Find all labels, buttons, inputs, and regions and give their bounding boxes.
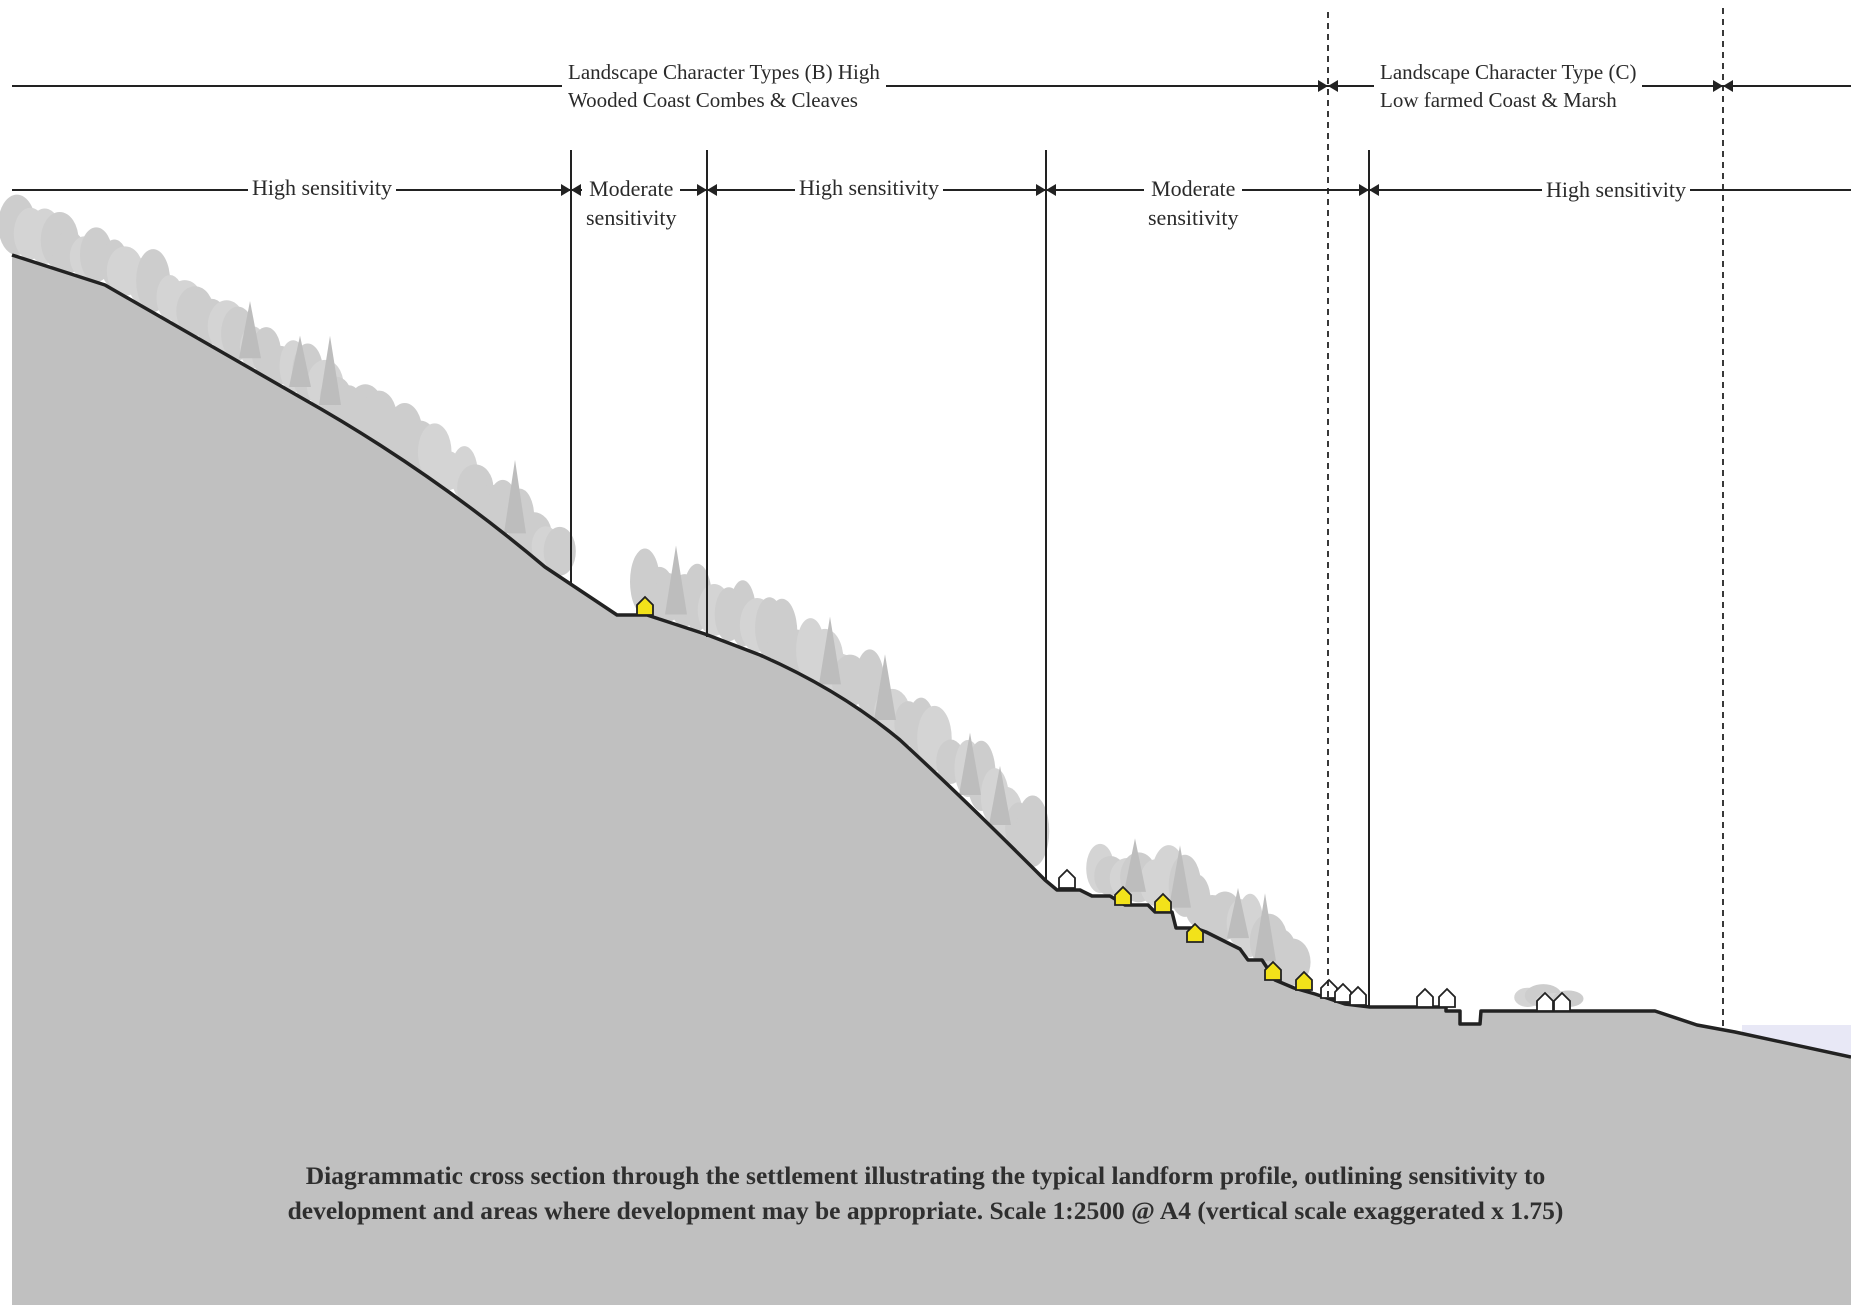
house-appropriate-development [1186,922,1204,943]
conifer-tree [1254,893,1276,962]
sensitivity-arrow-2 [697,184,717,196]
house-existing [1553,991,1571,1012]
house-appropriate-development [1114,885,1132,906]
sensitivity-arrow-4 [1359,184,1379,196]
conifer-tree [874,654,896,720]
house-existing [1334,982,1352,1003]
conifer-tree [1227,887,1249,939]
sensitivity-arrow-1 [561,184,581,196]
house-appropriate-development [1264,960,1282,981]
caption-line-2: development and areas where development … [287,1196,1564,1225]
lct-label-b-line2: Wooded Coast Combes & Cleaves [568,88,858,112]
sensitivity-label-5: High sensitivity [1542,175,1690,204]
tree-canopy [1016,795,1050,867]
sensitivity-label-5-line1: High sensitivity [1546,177,1686,202]
houses-layer [636,595,1571,1012]
sensitivity-arrow-3 [1036,184,1056,196]
sensitivity-label-1: High sensitivity [248,173,396,202]
sensitivity-label-3-line1: High sensitivity [799,175,939,200]
lct-label-c: Landscape Character Type (C) Low farmed … [1374,58,1643,114]
sensitivity-label-2: Moderate sensitivity [582,174,681,232]
sensitivity-label-4: Moderate sensitivity [1144,174,1243,232]
house-existing [1438,987,1456,1008]
house-existing [1536,991,1554,1012]
sensitivity-label-3: High sensitivity [795,173,943,202]
conifer-tree [989,765,1011,825]
conifer-tree [1124,838,1146,892]
woodland-layer [0,194,1584,1008]
conifer-tree [319,335,341,405]
sensitivity-label-1-line1: High sensitivity [252,175,392,200]
ground-section [12,255,1851,1305]
lct-label-b: Landscape Character Types (B) High Woode… [562,58,886,114]
conifers-upper [239,301,526,534]
sensitivity-label-4-line1: Moderate [1151,176,1236,201]
conifer-tree [819,616,841,685]
conifer-tree [1169,845,1191,908]
conifer-tree [504,459,526,534]
caption-line-1: Diagrammatic cross section through the s… [305,1161,1546,1190]
conifers-middle [665,545,1011,825]
conifers-lower [1124,838,1276,962]
house-appropriate-development [636,595,654,616]
tree-canopy [543,526,576,576]
house-appropriate-development [1295,970,1313,991]
lct-arrow-1 [1318,80,1338,92]
diagram-caption: Diagrammatic cross section through the s… [0,1158,1851,1228]
water-strip [1742,1025,1851,1055]
house-existing [1349,985,1367,1006]
sensitivity-label-2-line2: sensitivity [586,205,677,230]
conifer-tree [289,335,311,387]
house-appropriate-development [1154,892,1172,913]
house-existing [1058,868,1076,889]
lct-label-c-line1: Landscape Character Type (C) [1380,60,1637,84]
lct-arrow-2 [1713,80,1733,92]
sensitivity-label-2-line1: Moderate [589,176,674,201]
sensitivity-label-4-line2: sensitivity [1148,205,1239,230]
house-existing [1416,987,1434,1008]
conifer-tree [665,545,687,615]
conifer-tree [959,732,981,795]
lct-label-b-line1: Landscape Character Types (B) High [568,60,880,84]
lct-label-c-line2: Low farmed Coast & Marsh [1380,88,1617,112]
conifer-tree [239,301,261,359]
